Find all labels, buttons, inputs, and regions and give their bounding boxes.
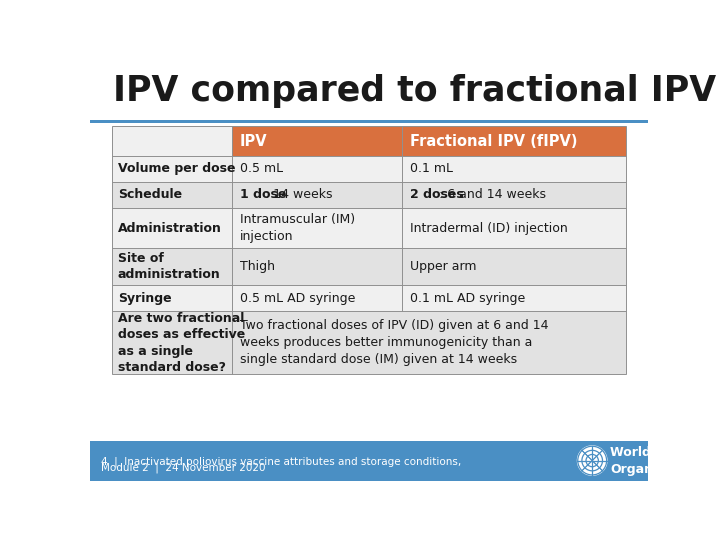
Text: IPV: IPV bbox=[240, 133, 267, 148]
Text: : 14 weeks: : 14 weeks bbox=[265, 188, 332, 201]
Text: 0.5 mL: 0.5 mL bbox=[240, 162, 283, 176]
Bar bbox=[112, 208, 626, 248]
Text: Intramuscular (IM)
injection: Intramuscular (IM) injection bbox=[240, 213, 355, 243]
Text: Module 2  |  24 November 2020: Module 2 | 24 November 2020 bbox=[101, 463, 266, 474]
Bar bbox=[232, 126, 626, 156]
Text: 0.1 mL AD syringe: 0.1 mL AD syringe bbox=[410, 292, 526, 305]
Text: 4  |  Inactivated poliovirus vaccine attributes and storage conditions,: 4 | Inactivated poliovirus vaccine attri… bbox=[101, 457, 461, 467]
Text: Thigh: Thigh bbox=[240, 260, 274, 273]
Text: Volume per dose: Volume per dose bbox=[118, 162, 235, 176]
Text: Syringe: Syringe bbox=[118, 292, 171, 305]
Bar bbox=[90, 441, 648, 481]
Text: 0.1 mL: 0.1 mL bbox=[410, 162, 453, 176]
Bar bbox=[90, 120, 648, 123]
Bar bbox=[112, 248, 626, 285]
Text: Site of
administration: Site of administration bbox=[118, 252, 220, 281]
Text: Upper arm: Upper arm bbox=[410, 260, 477, 273]
Text: Are two fractional
doses as effective
as a single
standard dose?: Are two fractional doses as effective as… bbox=[118, 312, 245, 374]
Bar bbox=[112, 285, 626, 311]
Text: Fractional IPV (fIPV): Fractional IPV (fIPV) bbox=[410, 133, 577, 148]
Bar bbox=[112, 126, 626, 374]
Text: IPV compared to fractional IPV (fIPV): IPV compared to fractional IPV (fIPV) bbox=[113, 74, 720, 108]
Text: World Health
Organization: World Health Organization bbox=[610, 446, 701, 476]
Text: Two fractional doses of IPV (ID) given at 6 and 14
weeks produces better immunog: Two fractional doses of IPV (ID) given a… bbox=[240, 319, 548, 366]
Text: Administration: Administration bbox=[118, 221, 222, 234]
Bar bbox=[112, 182, 626, 208]
Bar bbox=[112, 126, 232, 156]
Bar bbox=[112, 156, 626, 182]
Text: 2 doses: 2 doses bbox=[410, 188, 464, 201]
Text: 1 dose: 1 dose bbox=[240, 188, 286, 201]
Text: : 6 and 14 weeks: : 6 and 14 weeks bbox=[439, 188, 546, 201]
Text: 0.5 mL AD syringe: 0.5 mL AD syringe bbox=[240, 292, 355, 305]
Bar bbox=[112, 311, 626, 374]
Circle shape bbox=[577, 446, 607, 475]
Text: Intradermal (ID) injection: Intradermal (ID) injection bbox=[410, 221, 568, 234]
Text: Schedule: Schedule bbox=[118, 188, 182, 201]
